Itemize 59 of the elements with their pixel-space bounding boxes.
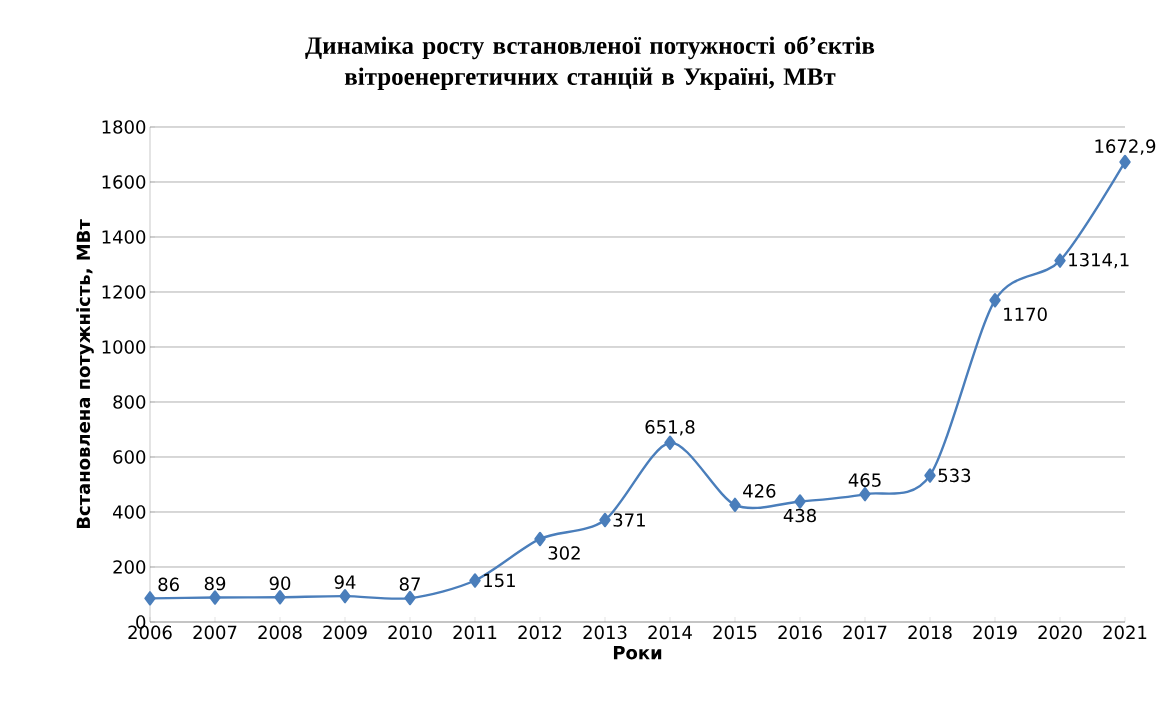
data-label: 151 [484, 573, 515, 588]
data-label: 89 [204, 576, 226, 591]
data-label: 371 [613, 513, 645, 527]
point [859, 486, 871, 502]
data-label: 302 [548, 546, 580, 560]
y-tick-label: 600 [113, 450, 146, 464]
y-tick-label: 1000 [102, 340, 146, 354]
point [794, 494, 806, 509]
point [144, 591, 156, 606]
x-tick-label: 2009 [323, 625, 367, 640]
data-label: 1170 [1004, 307, 1047, 322]
x-tick-label: 2019 [973, 625, 1017, 640]
x-tick-label: 2007 [193, 625, 237, 640]
point [989, 293, 1001, 308]
data-label: 87 [399, 577, 420, 591]
chart-title: Динаміка росту встановленої потужності об’єктів вітроенергетичних станцій в Україні, МВт [305, 35, 875, 91]
data-label: 1672,9 [1095, 139, 1156, 155]
x-tick-label: 2018 [908, 625, 952, 640]
y-tick-label: 800 [113, 395, 146, 409]
point [599, 512, 611, 528]
point [1119, 154, 1131, 170]
y-tick-label: 400 [112, 505, 146, 519]
data-label: 426 [743, 484, 776, 498]
y-tick-label: 1600 [102, 175, 146, 189]
data-label: 651,8 [645, 420, 695, 436]
y-tick-label: 1200 [102, 285, 146, 299]
x-tick-label: 2013 [583, 625, 627, 640]
point [469, 573, 481, 588]
x-tick-label: 2008 [258, 625, 302, 640]
data-label: 90 [269, 576, 291, 591]
x-tick-label: 2015 [713, 625, 757, 640]
point [729, 497, 741, 513]
point [1054, 253, 1066, 268]
y-tick-label: 1800 [102, 120, 146, 134]
y-tick-label: 200 [113, 560, 146, 574]
x-tick-label: 2011 [453, 625, 497, 640]
point [274, 590, 286, 605]
point [534, 531, 546, 547]
x-tick-label: 2014 [648, 625, 692, 640]
data-label: 438 [783, 508, 816, 523]
point [339, 588, 351, 604]
x-tick-label: 2017 [843, 625, 887, 640]
x-axis-title: Роки [613, 646, 662, 660]
point [404, 590, 416, 606]
point [664, 435, 676, 450]
data-label: 533 [938, 468, 971, 483]
x-tick-label: 2016 [778, 625, 822, 640]
data-label: 465 [848, 473, 881, 487]
y-tick-label: 1400 [102, 230, 146, 244]
data-label: 94 [334, 575, 356, 589]
point [924, 468, 936, 483]
data-label: 1314,1 [1069, 252, 1129, 269]
point [209, 590, 221, 605]
x-tick-label: 2010 [388, 625, 432, 640]
x-tick-label: 2021 [1103, 625, 1147, 640]
x-tick-label: 2012 [518, 625, 562, 640]
y-axis-title: Встановлена потужність, МВт [76, 219, 94, 529]
data-label: 86 [158, 577, 179, 592]
x-tick-label: 2020 [1038, 625, 1082, 640]
